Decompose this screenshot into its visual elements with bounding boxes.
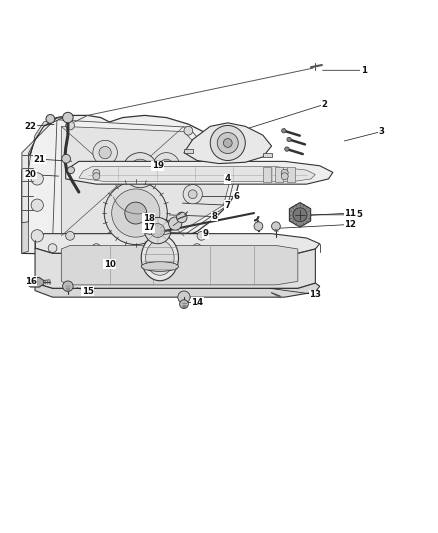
Circle shape	[160, 159, 173, 172]
Circle shape	[136, 166, 145, 174]
Polygon shape	[184, 123, 272, 164]
Polygon shape	[66, 161, 333, 184]
Circle shape	[293, 208, 307, 222]
Polygon shape	[35, 283, 320, 297]
Text: 17: 17	[143, 223, 155, 232]
Circle shape	[48, 244, 57, 253]
Circle shape	[99, 147, 111, 159]
Ellipse shape	[141, 262, 179, 271]
Circle shape	[129, 159, 151, 181]
Circle shape	[93, 173, 100, 180]
Text: 6: 6	[233, 192, 240, 201]
Text: 8: 8	[212, 212, 218, 221]
Text: 12: 12	[344, 220, 357, 229]
Circle shape	[31, 199, 43, 211]
Circle shape	[281, 169, 288, 176]
Polygon shape	[79, 167, 315, 182]
Ellipse shape	[145, 230, 170, 235]
Circle shape	[31, 230, 43, 242]
Polygon shape	[22, 115, 241, 254]
Ellipse shape	[141, 235, 179, 281]
Polygon shape	[263, 152, 272, 157]
Circle shape	[183, 184, 202, 204]
Circle shape	[31, 173, 43, 185]
Text: 14: 14	[191, 298, 203, 307]
Polygon shape	[22, 115, 70, 223]
Polygon shape	[35, 233, 320, 253]
Circle shape	[197, 231, 206, 240]
Polygon shape	[61, 246, 298, 285]
Circle shape	[272, 222, 280, 231]
Circle shape	[217, 133, 238, 154]
Circle shape	[188, 190, 197, 199]
Text: 2: 2	[321, 100, 327, 109]
Circle shape	[193, 244, 201, 253]
Circle shape	[66, 231, 74, 240]
Circle shape	[104, 182, 167, 245]
Circle shape	[63, 112, 73, 123]
Polygon shape	[275, 167, 283, 182]
Circle shape	[125, 202, 147, 224]
Text: 10: 10	[103, 260, 116, 269]
Circle shape	[149, 244, 158, 253]
Text: 13: 13	[309, 290, 321, 299]
Circle shape	[178, 291, 190, 303]
Text: 7: 7	[225, 201, 231, 209]
Circle shape	[93, 169, 100, 176]
Circle shape	[92, 244, 101, 253]
Circle shape	[151, 223, 165, 238]
Circle shape	[254, 222, 263, 231]
Circle shape	[154, 219, 170, 235]
Circle shape	[93, 140, 117, 165]
Circle shape	[184, 126, 193, 135]
Circle shape	[210, 125, 245, 160]
Text: 5: 5	[356, 211, 362, 219]
Text: 11: 11	[344, 208, 357, 217]
Text: 3: 3	[378, 127, 384, 136]
Text: 9: 9	[203, 229, 209, 238]
Text: 16: 16	[25, 277, 37, 286]
Text: 15: 15	[81, 287, 94, 295]
Circle shape	[67, 167, 74, 174]
Text: 19: 19	[152, 161, 164, 170]
Polygon shape	[263, 167, 271, 182]
Circle shape	[281, 173, 288, 180]
Circle shape	[287, 138, 291, 142]
Circle shape	[177, 212, 187, 223]
Ellipse shape	[145, 240, 174, 275]
Polygon shape	[26, 278, 44, 287]
Polygon shape	[290, 203, 311, 227]
Circle shape	[153, 152, 180, 179]
Polygon shape	[184, 149, 193, 154]
Text: 20: 20	[25, 170, 37, 179]
Circle shape	[223, 139, 232, 147]
Circle shape	[169, 217, 182, 230]
Circle shape	[282, 128, 286, 133]
Circle shape	[46, 115, 55, 123]
Circle shape	[66, 121, 74, 130]
Circle shape	[62, 155, 71, 163]
Circle shape	[63, 281, 73, 292]
Text: 1: 1	[360, 66, 367, 75]
Text: 18: 18	[143, 214, 155, 223]
Circle shape	[285, 147, 289, 151]
Polygon shape	[35, 248, 315, 288]
Text: 21: 21	[33, 155, 46, 164]
Polygon shape	[22, 118, 57, 253]
Text: 22: 22	[25, 122, 37, 131]
Circle shape	[180, 300, 188, 309]
Circle shape	[123, 152, 158, 188]
Circle shape	[112, 189, 160, 237]
Text: 4: 4	[225, 174, 231, 183]
Polygon shape	[287, 167, 295, 182]
Circle shape	[145, 217, 171, 244]
Polygon shape	[61, 126, 230, 238]
